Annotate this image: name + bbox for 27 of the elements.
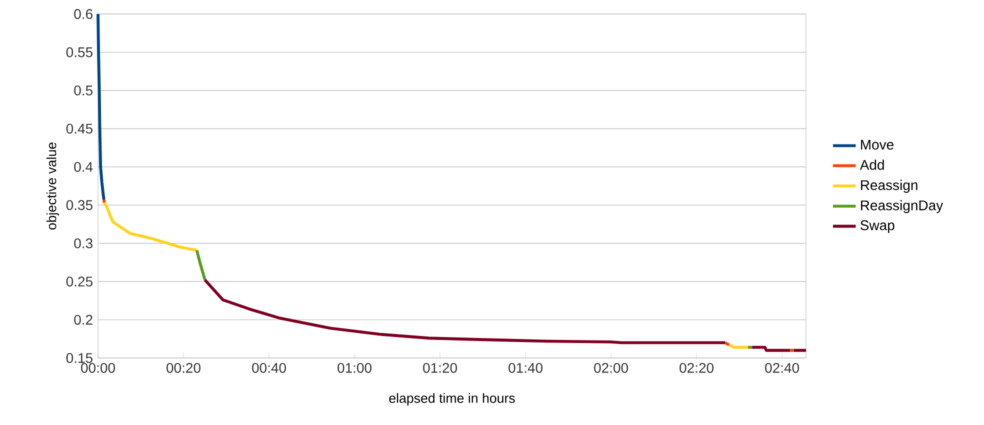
y-tick-label: 0.15: [66, 352, 92, 363]
x-tick-label: 02:00: [594, 362, 628, 373]
x-tick-label: 00:00: [81, 362, 115, 373]
legend-label: ReassignDay: [861, 200, 944, 213]
legend-label: Move: [861, 140, 894, 150]
y-tick-label: 0.6: [74, 8, 92, 19]
x-tick-label: 00:20: [166, 362, 200, 373]
legend-label: Reassign: [861, 180, 918, 193]
x-tick-label: 01:40: [508, 362, 543, 373]
line-series: [96, 12, 106, 202]
y-tick-label: 0.2: [74, 314, 92, 325]
y-tick-label: 0.5: [74, 85, 92, 96]
y-tick-label: 0.35: [66, 200, 92, 210]
x-tick-label: 00:40: [252, 362, 286, 373]
y-tick-label: 0.55: [66, 47, 92, 58]
y-axis-title: objective value: [46, 142, 59, 230]
x-axis-title: elapsed time in hours: [389, 392, 515, 406]
y-tick-label: 0.25: [66, 276, 92, 286]
x-tick-label: 01:20: [423, 362, 457, 373]
y-tick-label: 0.45: [66, 124, 92, 134]
legend-label: Swap: [860, 220, 894, 233]
x-tick-label: 02:40: [765, 362, 800, 373]
legend-label: Add: [860, 159, 884, 170]
x-tick-label: 01:00: [338, 362, 372, 373]
x-tick-label: 02:20: [680, 362, 714, 373]
y-tick-label: 0.4: [74, 162, 93, 172]
y-tick-label: 0.3: [74, 238, 92, 248]
